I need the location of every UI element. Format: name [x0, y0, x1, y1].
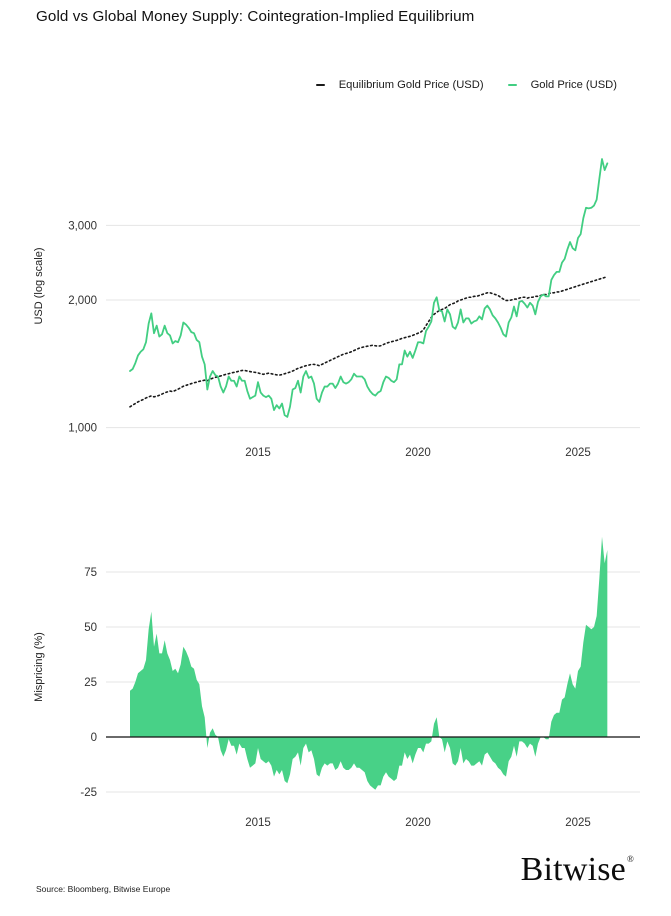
y-tick-label: 25: [84, 677, 97, 689]
x-tick-label: 2020: [405, 447, 431, 459]
mispricing-chart: -25 0 25 50 75 2015 2020 2025 Mispricing (%): [33, 536, 640, 829]
y-tick-label: 0: [91, 732, 97, 744]
y-axis-label: Mispricing (%): [33, 632, 45, 702]
equilibrium-line-swatch: [315, 84, 325, 86]
legend-item-gold: Gold Price (USD): [507, 79, 617, 91]
y-tick-label: 75: [84, 567, 97, 579]
x-tick-label: 2020: [405, 817, 431, 829]
bitwise-logo-text: Bitwise: [520, 851, 626, 888]
gold-price-line: [129, 158, 609, 418]
x-tick-label: 2025: [565, 817, 591, 829]
x-tick-label: 2015: [245, 447, 271, 459]
y-tick-label: 50: [84, 622, 97, 634]
source-note: Source: Bloomberg, Bitwise Europe: [36, 884, 171, 894]
y-tick-label: 2,000: [68, 295, 97, 307]
mispricing-area: [130, 536, 608, 790]
y-tick-label: 1,000: [68, 423, 97, 435]
equilibrium-price-line: [129, 275, 609, 408]
chart-title: Gold vs Global Money Supply: Cointegrati…: [36, 8, 475, 25]
y-tick-label: 3,000: [68, 220, 97, 232]
y-axis-label: USD (log scale): [33, 247, 45, 324]
legend: Equilibrium Gold Price (USD) Gold Price …: [315, 79, 617, 91]
gold-price-chart: 1,000 2,000 3,000 2015 2020 2025 USD (log scal…: [33, 158, 640, 459]
bitwise-logo: Bitwise®: [521, 851, 634, 889]
x-tick-label: 2015: [245, 817, 271, 829]
legend-item-equilibrium: Equilibrium Gold Price (USD): [315, 79, 484, 91]
x-tick-label: 2025: [565, 447, 591, 459]
legend-label: Equilibrium Gold Price (USD): [338, 79, 484, 91]
registered-mark: ®: [626, 854, 634, 864]
y-tick-label: -25: [80, 787, 97, 799]
legend-label: Gold Price (USD): [530, 79, 617, 91]
gold-line-swatch: [507, 84, 517, 86]
